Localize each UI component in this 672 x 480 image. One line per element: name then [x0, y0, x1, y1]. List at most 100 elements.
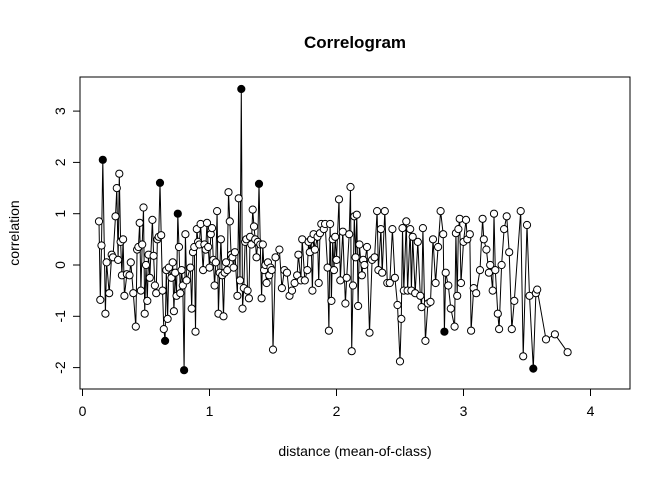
- data-point: [479, 235, 488, 244]
- data-point: [467, 326, 476, 335]
- data-point: [329, 266, 339, 275]
- data-point: [493, 309, 502, 318]
- data-point: [348, 281, 358, 290]
- data-point: [243, 286, 252, 295]
- data-point: [129, 289, 138, 298]
- data-point: [373, 207, 382, 216]
- data-point: [516, 207, 525, 216]
- data-point: [221, 258, 231, 267]
- data-point: [141, 260, 151, 270]
- data-point: [446, 304, 455, 313]
- data-point: [519, 352, 528, 361]
- data-point: [563, 348, 572, 357]
- data-point: [271, 253, 280, 262]
- data-point: [416, 291, 425, 300]
- data-point: [235, 276, 245, 285]
- significant-point: [254, 179, 264, 188]
- data-point: [157, 231, 166, 240]
- y-tick-label: -1: [52, 310, 68, 323]
- data-point: [502, 212, 511, 221]
- data-point: [390, 273, 399, 282]
- significant-point: [173, 209, 182, 218]
- data-point: [202, 218, 212, 227]
- data-point: [210, 281, 219, 290]
- data-point: [248, 205, 257, 214]
- data-point: [159, 325, 168, 334]
- data-point: [461, 215, 471, 224]
- data-points: [94, 84, 572, 375]
- data-point: [310, 245, 319, 254]
- y-tick-label: -2: [52, 361, 68, 374]
- data-point: [176, 289, 185, 298]
- data-point: [257, 294, 266, 303]
- data-point: [138, 240, 147, 249]
- y-tick-label: 3: [52, 107, 68, 115]
- data-point: [456, 278, 466, 288]
- x-tick-label: 4: [587, 403, 595, 419]
- data-point: [478, 214, 487, 223]
- significant-point: [155, 178, 165, 187]
- data-point: [96, 295, 105, 304]
- data-point: [105, 289, 114, 298]
- data-point: [354, 301, 363, 311]
- data-point: [143, 296, 152, 305]
- data-point: [465, 230, 474, 239]
- data-point: [418, 224, 427, 233]
- data-point: [126, 258, 135, 267]
- data-point: [139, 203, 148, 212]
- data-point: [352, 210, 361, 219]
- data-point: [331, 232, 340, 241]
- data-point: [114, 255, 123, 264]
- data-point: [370, 253, 379, 262]
- data-point: [140, 309, 149, 318]
- data-point: [495, 325, 504, 334]
- data-point: [169, 307, 178, 316]
- chart-title: Correlogram: [304, 33, 406, 52]
- data-point: [163, 314, 172, 323]
- data-point: [186, 263, 195, 272]
- data-point: [181, 230, 190, 239]
- data-point: [522, 220, 532, 230]
- data-point: [533, 285, 542, 294]
- data-point: [219, 312, 228, 321]
- data-point: [112, 184, 121, 193]
- data-point: [282, 268, 292, 277]
- data-point: [497, 260, 506, 270]
- data-point: [136, 286, 145, 295]
- data-point: [101, 309, 110, 318]
- data-point: [174, 242, 184, 252]
- data-point: [360, 260, 369, 270]
- y-axis-label: correlation: [6, 200, 22, 265]
- data-point: [489, 209, 499, 218]
- data-point: [294, 250, 303, 259]
- data-point: [482, 245, 491, 254]
- data-point: [341, 299, 350, 308]
- significant-point: [529, 364, 538, 373]
- data-point: [268, 345, 278, 354]
- data-point: [426, 297, 435, 306]
- data-point: [225, 217, 234, 226]
- data-point: [398, 224, 407, 233]
- data-point: [234, 194, 243, 203]
- data-point: [388, 225, 397, 234]
- data-point: [413, 237, 422, 246]
- data-point: [119, 235, 128, 244]
- y-tick-label: 1: [52, 210, 68, 218]
- data-point: [314, 278, 323, 288]
- data-point: [275, 245, 284, 254]
- data-point: [102, 258, 111, 267]
- data-point: [417, 303, 426, 312]
- significant-point: [161, 336, 170, 345]
- data-point: [300, 276, 309, 285]
- data-point: [346, 182, 355, 192]
- data-point: [355, 240, 364, 249]
- data-point: [148, 215, 157, 224]
- x-axis-label: distance (mean-of-class): [278, 443, 431, 459]
- data-point: [505, 248, 514, 257]
- data-point: [177, 266, 186, 275]
- data-point: [428, 235, 438, 244]
- data-point: [115, 169, 124, 178]
- data-point: [475, 266, 485, 275]
- data-point: [378, 268, 387, 277]
- data-point: [303, 266, 312, 275]
